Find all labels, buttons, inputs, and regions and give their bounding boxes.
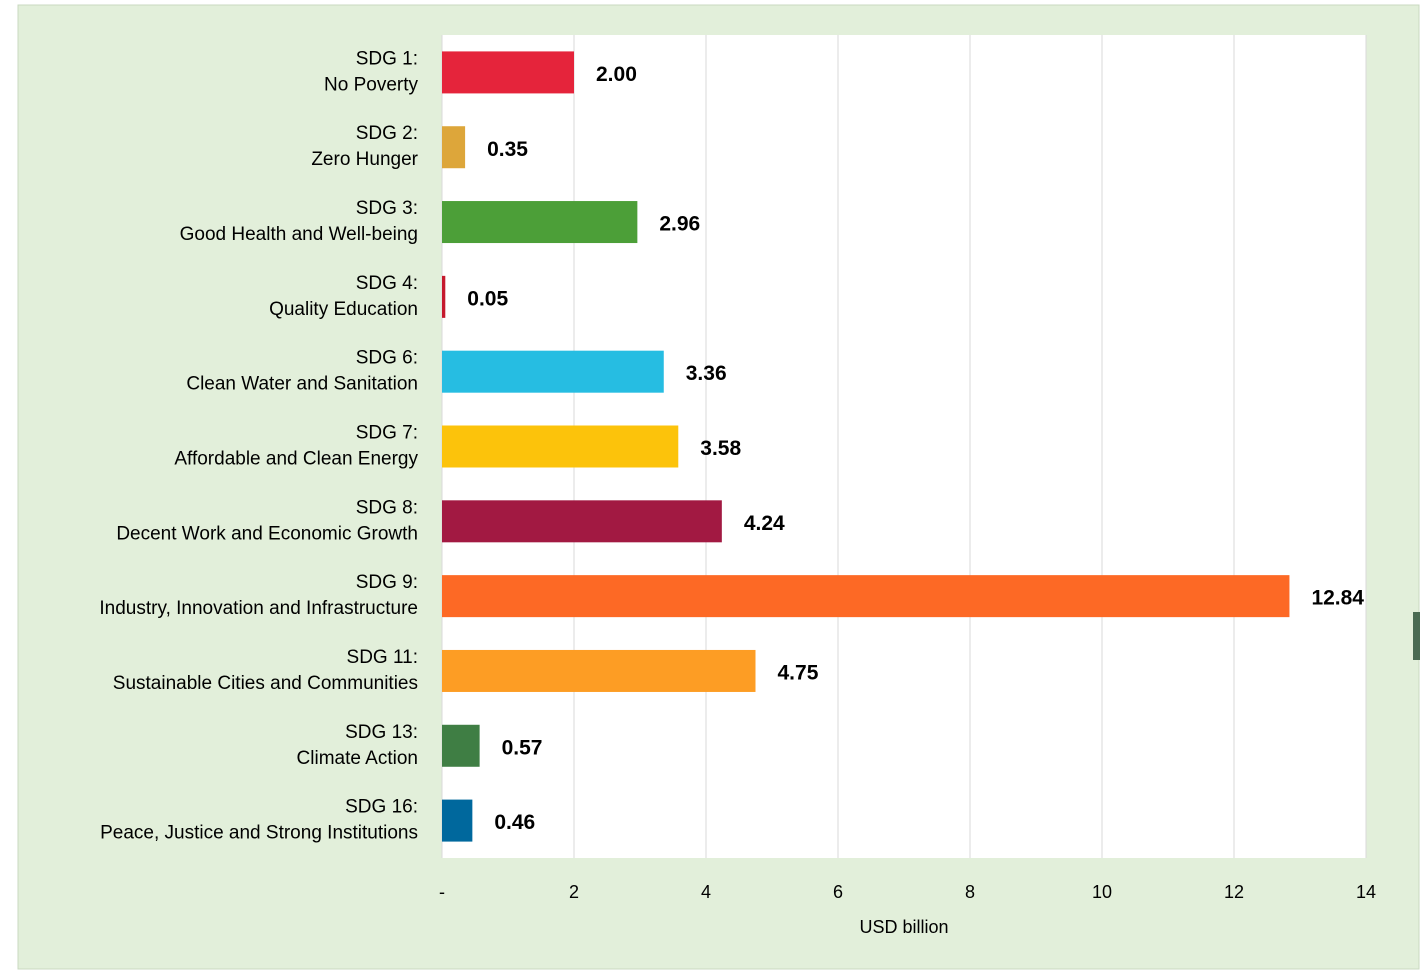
category-code: SDG 9:	[356, 572, 418, 593]
x-tick-label: 8	[965, 882, 975, 902]
x-tick-label: 12	[1224, 882, 1244, 902]
value-label: 12.84	[1311, 587, 1364, 610]
category-name: Decent Work and Economic Growth	[116, 523, 418, 544]
category-name: Quality Education	[269, 299, 418, 320]
bar	[442, 425, 679, 468]
category-code: SDG 3:	[356, 198, 418, 219]
category-name: Peace, Justice and Strong Institutions	[100, 823, 418, 844]
category-name: Good Health and Well-being	[180, 224, 418, 245]
x-tick-label: 10	[1092, 882, 1112, 902]
value-label: 0.57	[502, 736, 543, 759]
category-name: Climate Action	[297, 748, 418, 769]
category-code: SDG 2:	[356, 123, 418, 144]
bar	[442, 799, 473, 842]
value-label: 4.24	[744, 512, 785, 535]
value-label: 0.35	[487, 138, 528, 161]
bar	[442, 126, 466, 169]
x-tick-label: -	[439, 882, 445, 902]
x-tick-label: 6	[833, 882, 843, 902]
value-label: 2.96	[659, 213, 700, 236]
bar	[442, 350, 664, 393]
value-label: 2.00	[596, 63, 637, 86]
edge-decoration	[1413, 612, 1420, 660]
x-tick-label: 14	[1356, 882, 1376, 902]
bar	[442, 575, 1290, 618]
category-name: No Poverty	[324, 74, 418, 95]
category-name: Affordable and Clean Energy	[174, 449, 418, 470]
x-tick-label: 2	[569, 882, 579, 902]
bar	[442, 500, 722, 543]
bar	[442, 649, 756, 692]
bar	[442, 275, 446, 318]
category-code: SDG 1:	[356, 48, 418, 69]
category-name: Industry, Innovation and Infrastructure	[99, 598, 418, 619]
category-code: SDG 4:	[356, 273, 418, 294]
x-axis-title: USD billion	[859, 917, 948, 937]
category-code: SDG 6:	[356, 348, 418, 369]
x-tick-label: 4	[701, 882, 711, 902]
category-code: SDG 7:	[356, 423, 418, 444]
category-name: Sustainable Cities and Communities	[113, 673, 418, 694]
category-name: Zero Hunger	[311, 149, 418, 170]
bar	[442, 51, 574, 94]
value-label: 3.58	[700, 437, 741, 460]
value-label: 0.05	[467, 287, 508, 310]
category-name: Clean Water and Sanitation	[186, 374, 418, 395]
category-code: SDG 11:	[347, 647, 418, 668]
value-label: 0.46	[494, 811, 535, 834]
value-label: 3.36	[686, 362, 727, 385]
bar	[442, 724, 480, 767]
value-label: 4.75	[778, 662, 819, 685]
category-code: SDG 8:	[356, 497, 418, 518]
bar	[442, 201, 638, 244]
category-code: SDG 13:	[345, 722, 418, 743]
category-code: SDG 16:	[345, 797, 418, 818]
